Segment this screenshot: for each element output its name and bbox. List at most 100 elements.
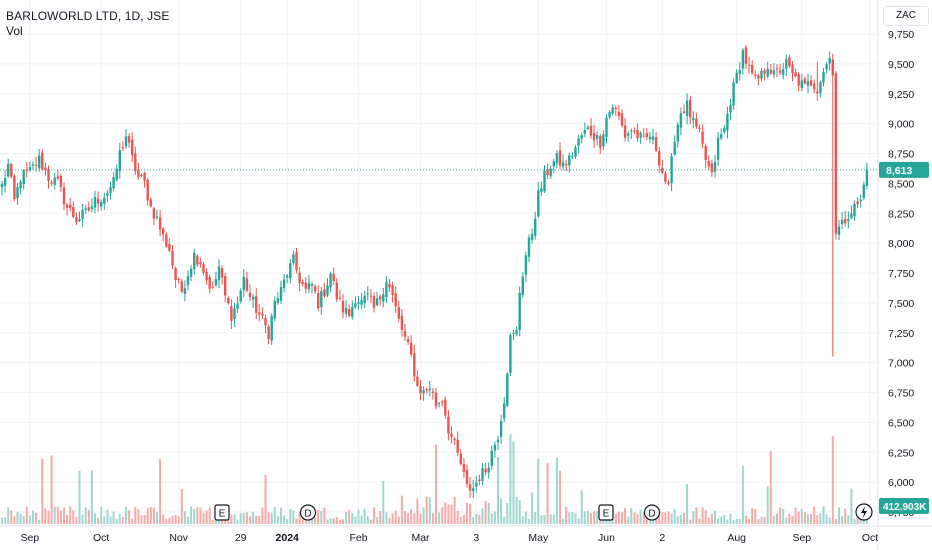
candle-body: [379, 296, 382, 300]
time-tick-label: Oct: [862, 532, 878, 544]
volume-bar: [329, 518, 332, 524]
volume-bar: [683, 512, 685, 524]
volume-bar: [664, 512, 667, 524]
volume-bar: [311, 515, 313, 524]
lightning-icon[interactable]: [855, 503, 873, 521]
candle-body: [819, 82, 822, 93]
candle-body: [785, 59, 788, 69]
candle-body: [109, 187, 112, 193]
candle-body: [844, 218, 847, 224]
candle-body: [679, 113, 683, 128]
volume-bar: [239, 513, 242, 524]
volume-bar: [121, 517, 124, 524]
candle-body: [555, 153, 559, 164]
dividend-marker[interactable]: D: [299, 504, 317, 521]
candle-body: [143, 172, 146, 181]
candle-body: [363, 295, 366, 303]
earnings-marker[interactable]: E: [214, 504, 230, 521]
candle-body: [56, 176, 59, 179]
volume-bar: [441, 507, 444, 524]
candle-body: [270, 315, 273, 341]
volume-bar: [865, 519, 868, 524]
candle-body: [220, 268, 224, 278]
candle-body: [664, 173, 667, 182]
candle-body: [847, 219, 850, 222]
candle-body: [177, 279, 180, 281]
volume-bar: [807, 514, 809, 524]
volume-bar: [44, 508, 47, 524]
candle-body: [512, 332, 515, 334]
candle-body: [388, 283, 391, 288]
volume-bar: [540, 515, 543, 524]
volume-bar: [493, 511, 496, 524]
candle-body: [313, 286, 317, 292]
volume-bar: [376, 517, 379, 524]
candle-body: [245, 278, 249, 291]
volume-bar: [438, 512, 441, 524]
candle-body: [193, 252, 196, 270]
candle-body: [462, 464, 466, 472]
candle-body: [162, 228, 165, 235]
volume-bar: [385, 512, 388, 524]
candle-body: [447, 416, 450, 434]
price-tick-label: 7,750: [888, 268, 914, 280]
volume-bar: [534, 512, 537, 524]
candle-body: [400, 315, 404, 330]
candle-body: [196, 255, 199, 265]
candle-body: [406, 339, 410, 343]
volume-bar: [419, 513, 422, 524]
volume-bar: [90, 470, 93, 524]
volume-bar: [447, 504, 450, 524]
volume-bar: [838, 507, 840, 524]
time-tick-label: Nov: [169, 532, 188, 544]
volume-bar: [193, 508, 196, 524]
volume-bar: [444, 502, 447, 524]
candle-body: [397, 307, 400, 319]
volume-bar: [338, 519, 341, 524]
volume-bar: [555, 457, 558, 524]
time-axis: Sep Oct Nov 29 2024 Feb Mar 3 May Jun 2 Aug Sep Oct: [21, 532, 879, 544]
candle-body: [96, 198, 100, 204]
candle-body: [689, 99, 692, 118]
candle-body: [704, 145, 707, 160]
candle-body: [549, 168, 552, 177]
volume-bar: [342, 519, 344, 524]
candle-body: [168, 243, 171, 251]
volume-bar: [521, 516, 524, 524]
candle-body: [499, 421, 503, 437]
candle-body: [791, 64, 794, 74]
candle-body: [124, 136, 128, 147]
volume-bar: [190, 506, 193, 524]
volume-bar: [472, 517, 475, 524]
volume-bar: [766, 486, 769, 524]
volume-bar: [211, 519, 214, 524]
volume-bar: [345, 511, 348, 524]
volume-bar: [617, 511, 620, 524]
candle-body: [431, 391, 435, 394]
dividend-marker[interactable]: D: [643, 504, 661, 521]
volume-bar: [25, 506, 28, 524]
volume-bar: [469, 503, 472, 524]
earnings-marker[interactable]: E: [598, 504, 614, 521]
candle-body: [503, 403, 506, 419]
volume-bar: [856, 517, 859, 524]
currency-button[interactable]: ZAC: [883, 6, 929, 26]
volume-bar: [810, 513, 813, 524]
candle-body: [654, 137, 658, 151]
volume-bar: [53, 507, 56, 524]
volume-bar: [853, 518, 856, 524]
candle-body: [273, 300, 276, 319]
price-tick-label: 6,750: [888, 388, 914, 400]
volume-bar: [748, 518, 751, 524]
volume-bar: [745, 516, 747, 524]
volume-bar: [4, 517, 7, 524]
candle-body: [605, 117, 608, 137]
volume-bar: [307, 518, 310, 524]
volume-bar: [47, 510, 50, 524]
volume-bar: [735, 518, 738, 524]
candle-body: [100, 201, 103, 207]
candle-body: [158, 217, 162, 230]
candle-body: [782, 69, 785, 75]
time-tick-label: Oct: [93, 532, 109, 544]
